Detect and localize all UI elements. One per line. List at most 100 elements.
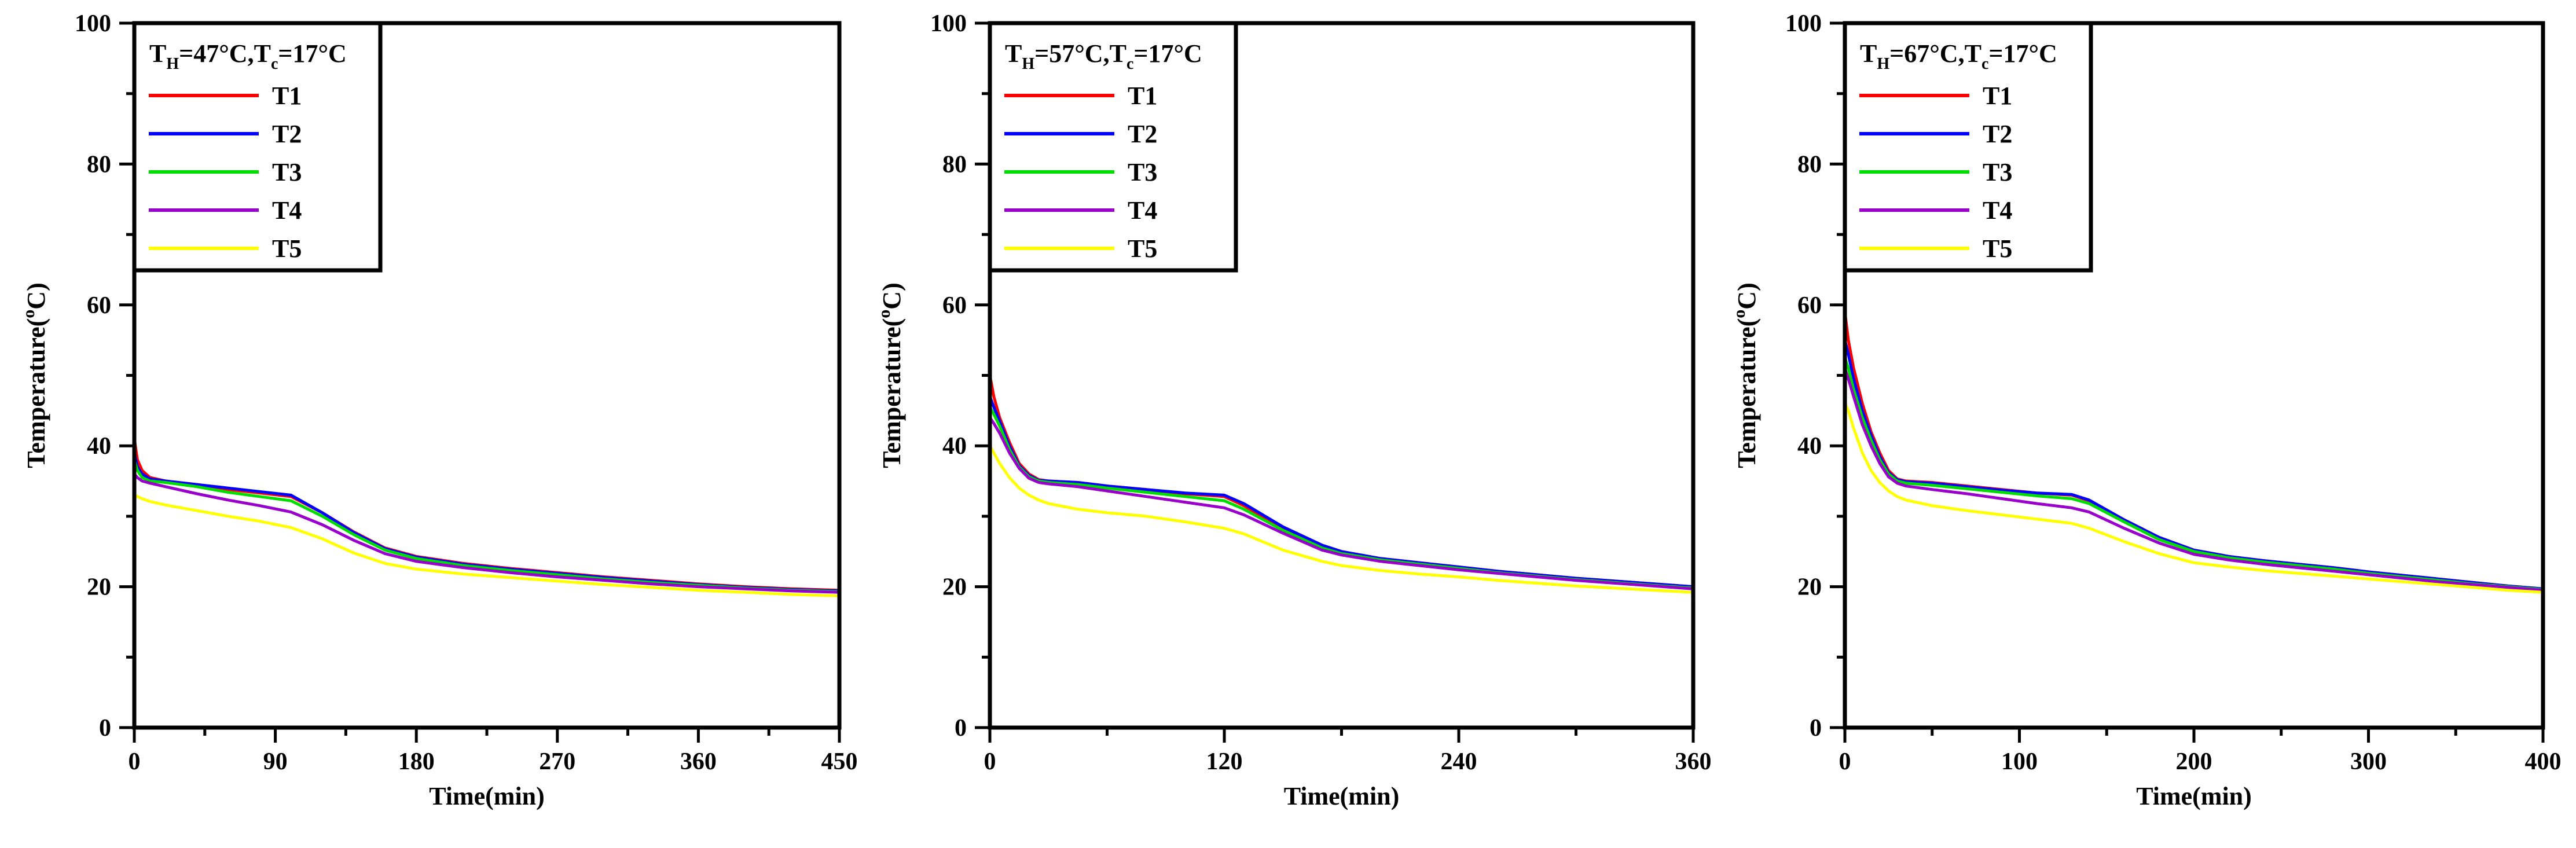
legend-title-sub2: c [1981,55,1988,73]
x-tick-label: 270 [539,748,575,775]
legend-title-rest: =47°C,T [179,39,271,68]
legend-title-rest: =67°C,T [1889,39,1981,68]
y-axis-label-tail: C) [878,282,906,309]
y-axis-label-tail: C) [22,282,50,309]
x-axis-label: Time(min) [429,782,545,810]
legend-title-tail: =17°C [1133,39,1202,68]
series-line-t4 [1845,366,2543,592]
legend-label-t3: T3 [272,158,302,186]
legend-title-main: T [149,39,166,68]
y-axis-label: Temperature(oC) [1730,282,1761,468]
y-tick-label: 60 [942,292,967,319]
y-tick-label: 40 [87,433,111,460]
x-tick-label: 360 [1675,748,1712,775]
x-tick-label: 200 [2176,748,2212,775]
legend-label-t1: T1 [272,82,302,110]
y-axis-label-sup: o [1730,310,1749,318]
y-tick-label: 100 [75,10,111,37]
legend-title: TH=67°C,Tc=17°C [1860,39,2057,73]
series-line-t3 [990,405,1693,590]
legend-label-t5: T5 [1983,234,2012,263]
legend-title: TH=57°C,Tc=17°C [1005,39,1202,73]
series-group [134,437,839,597]
legend-label-t4: T4 [272,196,302,225]
legend-label-t1: T1 [1128,82,1157,110]
legend-title-sub2: c [1126,55,1133,73]
y-tick-label: 40 [1797,433,1822,460]
legend-label-t3: T3 [1128,158,1157,186]
legend-box [132,21,383,273]
y-axis-label: Temperature(oC) [19,282,50,468]
x-tick-label: 100 [2001,748,2038,775]
legend: TH=57°C,Tc=17°C T1 T2 T3 T4 T5 [988,21,1238,273]
legend-title-main: T [1860,39,1877,68]
y-axis-label-sup: o [19,310,38,318]
legend-label-t1: T1 [1983,82,2012,110]
y-tick-label: 80 [942,151,967,178]
legend-label-t4: T4 [1128,196,1157,225]
chart-panel-1: 0 20 40 60 80 100 0 90 180 270 360 450 Time(min) Temp… [19,10,858,810]
series-line-t5 [134,493,839,597]
legend-label-t4: T4 [1983,196,2012,225]
legend-label-t2: T2 [272,120,302,148]
legend-title-tail: =17°C [278,39,346,68]
y-tick-label: 60 [87,292,111,319]
series-line-t2 [990,395,1693,589]
series-line-t1 [1845,310,2543,590]
y-axis-label-main: Temperature( [22,318,50,468]
y-axis-label: Temperature(oC) [875,282,906,468]
legend-title-tail: =17°C [1988,39,2057,68]
legend-box [1843,21,2093,273]
legend-label-t2: T2 [1128,120,1157,148]
series-line-t5 [1845,402,2543,594]
legend-box [988,21,1238,273]
series-line-t4 [990,416,1693,590]
y-tick-label: 0 [955,715,967,741]
legend-label-t2: T2 [1983,120,2012,148]
y-tick-label: 60 [1797,292,1822,319]
x-tick-label: 400 [2525,748,2562,775]
legend-title-sub: H [166,55,179,73]
y-axis-label-main: Temperature( [878,318,906,468]
chart-panel-2: 0 20 40 60 80 100 0 120 240 360 Time(min) Temperatu… [875,10,1712,810]
x-tick-label: 0 [1839,748,1851,775]
x-tick-label: 300 [2350,748,2387,775]
x-tick-label: 120 [1206,748,1243,775]
y-tick-label: 20 [87,574,111,601]
y-tick-label: 20 [1797,574,1822,601]
series-line-t3 [134,458,839,593]
legend-title-rest: =57°C,T [1034,39,1126,68]
x-tick-label: 360 [680,748,717,775]
legend: TH=67°C,Tc=17°C T1 T2 T3 T4 T5 [1843,21,2093,273]
x-tick-label: 0 [129,748,141,775]
series-group [990,374,1693,594]
y-tick-label: 100 [1785,10,1822,37]
legend-label-t5: T5 [272,234,302,263]
chart-panel-3: 0 20 40 60 80 100 0 100 200 300 400 Time(min) Temper… [1730,10,2562,810]
x-tick-label: 90 [263,748,288,775]
x-axis-label: Time(min) [2136,782,2252,810]
legend-title-main: T [1005,39,1022,68]
x-tick-label: 450 [821,748,858,775]
legend-title-sub2: c [271,55,278,73]
series-group [1845,310,2543,594]
legend-label-t3: T3 [1983,158,2012,186]
y-axis-label-sup: o [875,310,894,318]
y-tick-label: 0 [1810,715,1822,741]
y-tick-label: 40 [942,433,967,460]
y-tick-label: 80 [87,151,111,178]
legend-title-sub: H [1877,55,1889,73]
x-tick-label: 240 [1441,748,1477,775]
x-axis-label: Time(min) [1284,782,1400,810]
series-line-t4 [134,472,839,594]
legend-title-sub: H [1022,55,1034,73]
y-axis-label-main: Temperature( [1733,318,1761,468]
y-tick-label: 100 [930,10,967,37]
series-line-t5 [990,444,1693,594]
y-tick-label: 20 [942,574,967,601]
legend-title: TH=47°C,Tc=17°C [149,39,347,73]
legend: TH=47°C,Tc=17°C T1 T2 T3 T4 T5 [132,21,383,273]
y-tick-label: 80 [1797,151,1822,178]
y-tick-label: 0 [99,715,111,741]
